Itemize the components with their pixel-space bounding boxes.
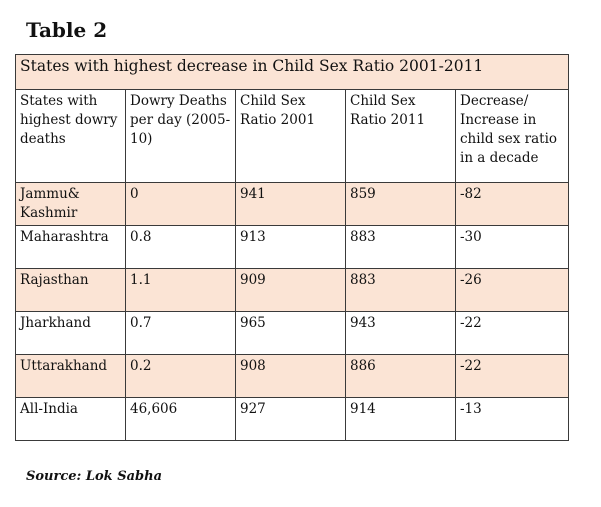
- header-row: States with highest dowry deaths Dowry D…: [15, 89, 570, 183]
- table-row: Maharashtra 0.8 913 883 -30: [15, 225, 570, 269]
- table-cell: 927: [235, 397, 346, 441]
- table-cell: Jammu& Kashmir: [15, 182, 126, 226]
- column-header: Dowry Deaths per day (2005-10): [125, 89, 236, 183]
- table-cell: Jharkhand: [15, 311, 126, 355]
- table-cell: 883: [345, 268, 456, 312]
- table-cell: 0: [125, 182, 236, 226]
- table-row: Jammu& Kashmir 0 941 859 -82: [15, 182, 570, 226]
- column-header: Child Sex Ratio 2011: [345, 89, 456, 183]
- table-label: Table 2: [26, 18, 108, 42]
- table-cell: 859: [345, 182, 456, 226]
- table-cell: 0.2: [125, 354, 236, 398]
- table-cell: 914: [345, 397, 456, 441]
- data-table: States with highest decrease in Child Se…: [14, 54, 570, 441]
- table-row: Jharkhand 0.7 965 943 -22: [15, 311, 570, 355]
- table-cell: 883: [345, 225, 456, 269]
- table-cell: 943: [345, 311, 456, 355]
- table-cell: Uttarakhand: [15, 354, 126, 398]
- table-cell: 913: [235, 225, 346, 269]
- table-cell: 941: [235, 182, 346, 226]
- table-cell: Rajasthan: [15, 268, 126, 312]
- table-title-row: States with highest decrease in Child Se…: [14, 54, 570, 90]
- table-title: States with highest decrease in Child Se…: [14, 54, 570, 90]
- table-row: Rajasthan 1.1 909 883 -26: [15, 268, 570, 312]
- table-cell: -82: [454, 182, 570, 226]
- table-cell: All-India: [15, 397, 126, 441]
- table-row-total: All-India 46,606 927 914 -13: [15, 397, 570, 441]
- table-cell: 965: [235, 311, 346, 355]
- table-cell: -30: [454, 225, 570, 269]
- table-cell: 908: [235, 354, 346, 398]
- column-header: Child Sex Ratio 2001: [235, 89, 346, 183]
- table-cell: 909: [235, 268, 346, 312]
- table-row: Uttarakhand 0.2 908 886 -22: [15, 354, 570, 398]
- column-header: Decrease/ Increase in child sex ratio in…: [454, 89, 570, 183]
- table-cell: -22: [454, 311, 570, 355]
- source-note: Source: Lok Sabha: [26, 469, 162, 484]
- table-cell: -13: [454, 397, 570, 441]
- table-cell: 886: [345, 354, 456, 398]
- table-cell: -26: [454, 268, 570, 312]
- table-cell: Maharashtra: [15, 225, 126, 269]
- table-cell: 46,606: [125, 397, 236, 441]
- table-cell: -22: [454, 354, 570, 398]
- table-cell: 0.8: [125, 225, 236, 269]
- table-cell: 1.1: [125, 268, 236, 312]
- column-header: States with highest dowry deaths: [15, 89, 126, 183]
- table-cell: 0.7: [125, 311, 236, 355]
